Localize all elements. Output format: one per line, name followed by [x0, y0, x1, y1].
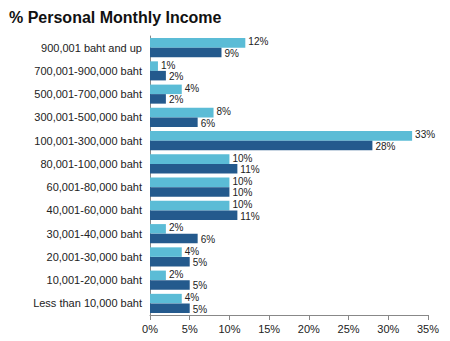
svg-text:5%: 5% — [193, 257, 208, 268]
svg-text:4%: 4% — [185, 83, 200, 94]
svg-text:20,001-30,000 baht: 20,001-30,000 baht — [47, 251, 142, 263]
svg-text:6%: 6% — [201, 118, 216, 129]
svg-text:9%: 9% — [224, 48, 239, 59]
svg-text:4%: 4% — [185, 292, 200, 303]
svg-text:0%: 0% — [142, 323, 158, 335]
svg-text:20%: 20% — [298, 323, 320, 335]
svg-text:10%: 10% — [232, 187, 252, 198]
svg-text:2%: 2% — [169, 94, 184, 105]
svg-text:30%: 30% — [377, 323, 399, 335]
svg-text:10%: 10% — [232, 199, 252, 210]
svg-text:10%: 10% — [218, 323, 240, 335]
svg-text:60,001-80,000 baht: 60,001-80,000 baht — [47, 181, 142, 193]
svg-text:80,001-100,000 baht: 80,001-100,000 baht — [40, 158, 142, 170]
svg-text:10%: 10% — [232, 176, 252, 187]
svg-text:4%: 4% — [185, 246, 200, 257]
svg-text:15%: 15% — [258, 323, 280, 335]
svg-text:12%: 12% — [248, 36, 268, 47]
svg-text:25%: 25% — [338, 323, 360, 335]
svg-text:10,001-20,000 baht: 10,001-20,000 baht — [47, 274, 142, 286]
svg-text:300,001-500,000 baht: 300,001-500,000 baht — [34, 111, 142, 123]
svg-text:33%: 33% — [415, 129, 435, 140]
svg-text:10%: 10% — [232, 153, 252, 164]
svg-text:28%: 28% — [375, 141, 395, 152]
svg-text:700,001-900,000 baht: 700,001-900,000 baht — [34, 65, 142, 77]
svg-text:% Personal Monthly Income: % Personal Monthly Income — [9, 9, 222, 26]
svg-text:1%: 1% — [161, 60, 176, 71]
svg-text:5%: 5% — [193, 304, 208, 315]
svg-text:5%: 5% — [193, 280, 208, 291]
svg-text:900,001 baht and up: 900,001 baht and up — [41, 42, 142, 54]
svg-text:6%: 6% — [201, 234, 216, 245]
svg-text:40,001-60,000 baht: 40,001-60,000 baht — [47, 204, 142, 216]
svg-text:11%: 11% — [240, 164, 259, 175]
svg-text:11%: 11% — [240, 211, 259, 222]
svg-text:30,001-40,000 baht: 30,001-40,000 baht — [47, 228, 142, 240]
svg-text:Less than 10,000 baht: Less than 10,000 baht — [33, 297, 142, 309]
svg-text:2%: 2% — [169, 222, 184, 233]
svg-text:2%: 2% — [169, 269, 184, 280]
svg-text:5%: 5% — [182, 323, 198, 335]
svg-text:35%: 35% — [417, 323, 439, 335]
svg-text:8%: 8% — [217, 106, 232, 117]
svg-text:100,001-300,000 baht: 100,001-300,000 baht — [34, 135, 142, 147]
svg-text:2%: 2% — [169, 71, 184, 82]
svg-text:500,001-700,000 baht: 500,001-700,000 baht — [34, 88, 142, 100]
